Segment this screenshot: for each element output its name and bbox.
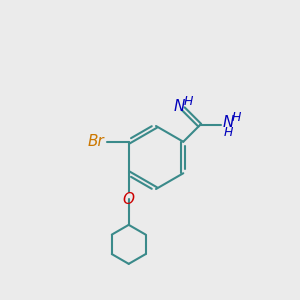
- Text: H: H: [184, 95, 193, 108]
- Text: H: H: [232, 111, 241, 124]
- Text: N: N: [174, 99, 185, 114]
- Text: H: H: [223, 126, 233, 139]
- Text: N: N: [222, 115, 234, 130]
- Text: O: O: [123, 193, 135, 208]
- Text: Br: Br: [88, 134, 105, 149]
